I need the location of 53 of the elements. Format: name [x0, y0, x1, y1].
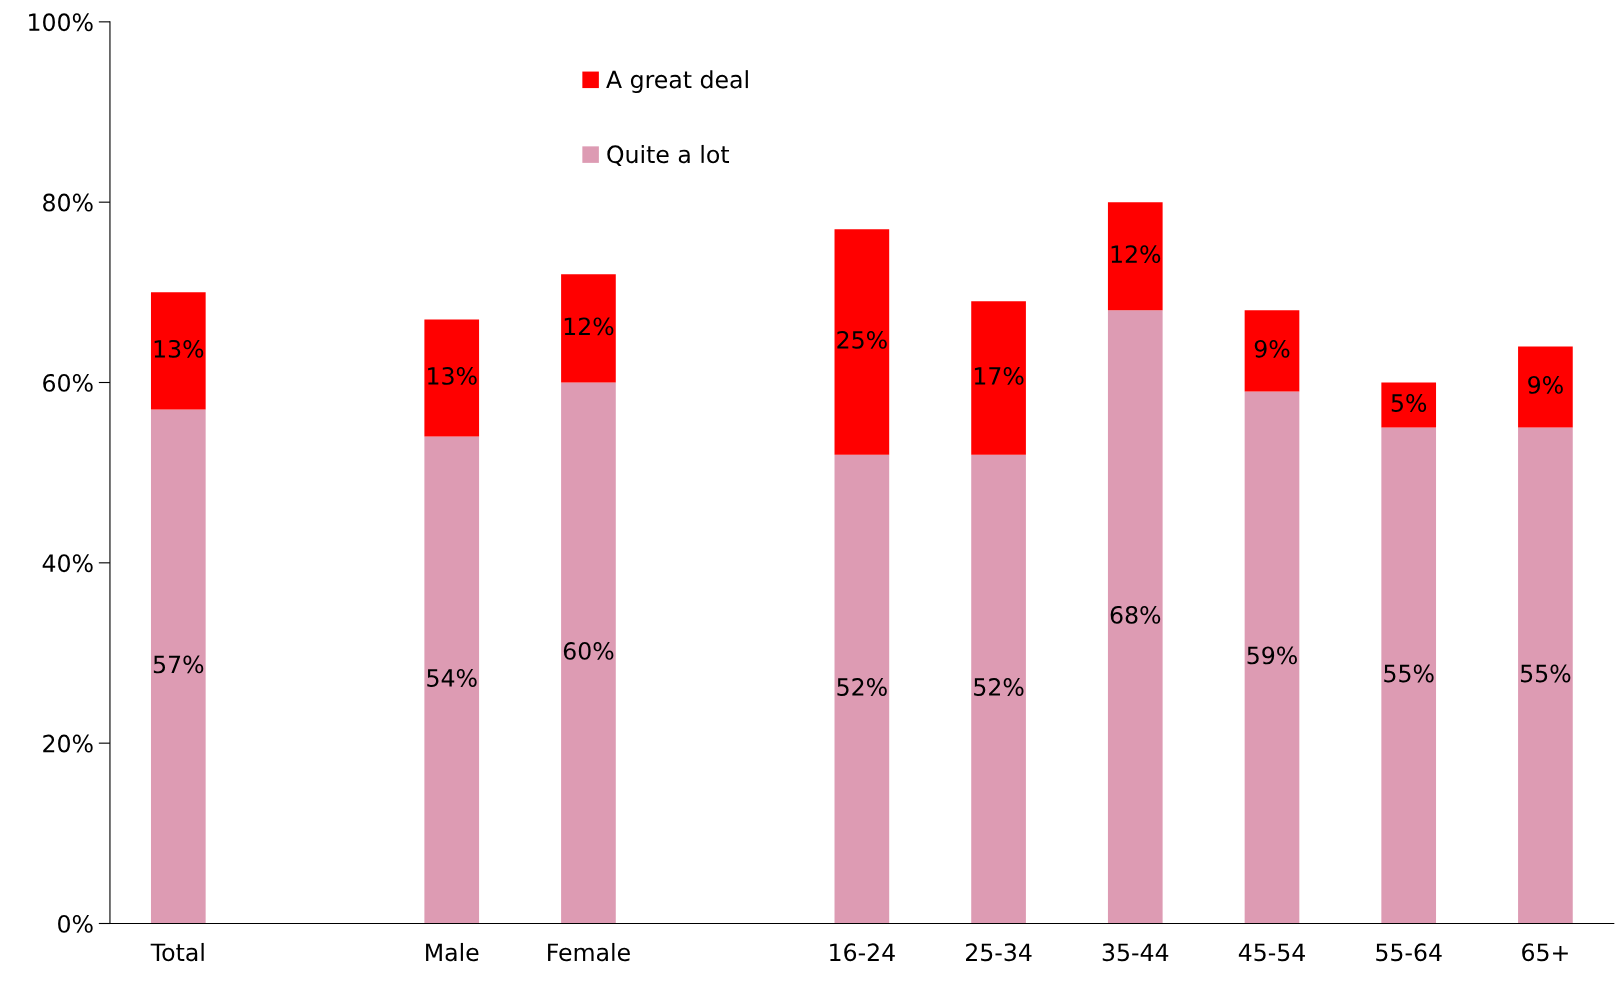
- x-tick-label: 55-64: [1376, 943, 1442, 962]
- data-label: 12%: [1111, 245, 1161, 264]
- bar: [1107, 310, 1163, 924]
- bar: [1107, 202, 1163, 311]
- data-label: 59%: [1247, 646, 1297, 665]
- bar: [1244, 391, 1300, 924]
- data-label: 25%: [837, 330, 887, 349]
- x-tick-label: 65+: [1522, 943, 1568, 962]
- bar: [1244, 310, 1300, 392]
- y-tick-label: 60%: [43, 373, 93, 392]
- data-label: 68%: [1110, 605, 1161, 624]
- bar: [1518, 427, 1573, 924]
- data-label: 5%: [1391, 394, 1427, 412]
- data-label: 55%: [1520, 664, 1571, 683]
- data-label: 52%: [974, 678, 1024, 696]
- data-label: 9%: [1254, 339, 1290, 358]
- y-tick-label: 100%: [29, 13, 93, 32]
- bar: [424, 436, 480, 924]
- bar: [971, 301, 1026, 455]
- data-label: 12%: [564, 317, 614, 336]
- bar: [424, 319, 480, 437]
- bar: [561, 274, 616, 383]
- legend-label: A great deal: [606, 70, 748, 93]
- bar: [971, 454, 1026, 924]
- data-label: 52%: [837, 678, 887, 696]
- bar: [834, 229, 890, 455]
- y-tick-label: 40%: [42, 554, 93, 573]
- x-tick-label: 16-24: [830, 943, 895, 962]
- bar: [1381, 427, 1437, 924]
- data-label: 9%: [1528, 376, 1563, 394]
- x-tick-label: Male: [426, 942, 479, 962]
- bar: [150, 409, 206, 924]
- data-label: 55%: [1384, 664, 1434, 683]
- data-label: 57%: [153, 655, 204, 674]
- bar: [561, 382, 616, 924]
- y-tick-label: 20%: [43, 734, 93, 753]
- bar: [150, 292, 206, 410]
- y-tick-label: 0%: [58, 914, 93, 933]
- y-tick-label: 80%: [43, 193, 93, 212]
- bar: [834, 454, 890, 924]
- bar: [1518, 346, 1573, 428]
- legend-label: Quite a lot: [607, 144, 730, 166]
- x-tick-label: 35-44: [1102, 943, 1169, 962]
- x-tick-label: Female: [548, 942, 630, 962]
- data-label: 60%: [563, 641, 614, 660]
- x-tick-label: 45-54: [1238, 943, 1305, 962]
- data-label: 13%: [154, 339, 204, 358]
- bar: [1381, 382, 1437, 428]
- x-tick-label: 25-34: [966, 943, 1032, 962]
- data-label: 13%: [428, 366, 477, 385]
- data-label: 17%: [974, 366, 1024, 385]
- data-label: 54%: [427, 669, 477, 687]
- x-tick-label: Total: [150, 942, 204, 962]
